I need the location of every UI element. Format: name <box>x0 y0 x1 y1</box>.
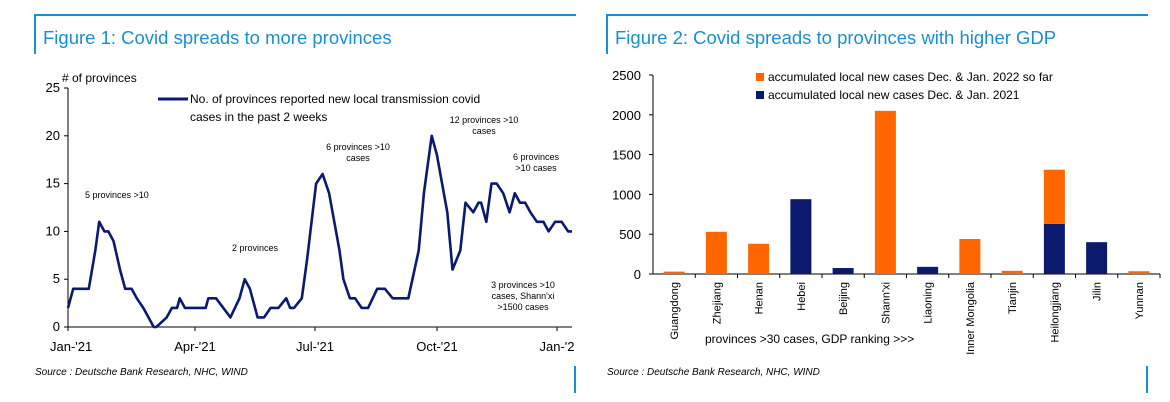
figure-2-category-label: Tianjin <box>1007 282 1019 314</box>
bar-beijing-2021 <box>832 268 854 274</box>
annotation-3-provinces-line-2: cases, Shann'xi <box>492 291 555 301</box>
bar-heilongjiang-2022 <box>1043 169 1065 224</box>
figure-2-y-tick-label: 500 <box>619 227 641 242</box>
annotation-6-provinces-jan-line-2: >10 cases <box>515 163 557 173</box>
figure-2-y-tick-label: 2500 <box>612 68 641 83</box>
figure-2-category-label: Jilin <box>1092 282 1104 301</box>
figure-1-y-axis-label: # of provinces <box>62 71 137 85</box>
figure-2-category-label: Guangdong <box>669 282 681 340</box>
annotation-3-provinces-line-3: >1500 cases <box>497 302 549 312</box>
legend-swatch-2022 <box>756 73 764 81</box>
bar-henan-2022 <box>748 243 770 274</box>
legend-swatch-2021 <box>756 91 764 99</box>
figure-2-left-rule <box>606 14 608 54</box>
bar-jilin-2021 <box>1086 242 1108 274</box>
annotation-6-provinces-jan-line-1: 6 provinces <box>513 152 560 162</box>
figure-1-y-tick-label: 5 <box>53 271 60 286</box>
figure-2-y-tick-label: 1000 <box>612 187 641 202</box>
figure-2-category-label: Inner Mongolia <box>965 281 977 355</box>
bar-tianjin-2022 <box>1001 270 1023 274</box>
figure-2-y-tick-label: 2000 <box>612 108 641 123</box>
bar-zhejiang-2022 <box>705 231 727 274</box>
figure-2-top-rule <box>606 14 1148 16</box>
bar-yunnan-2022 <box>1128 271 1150 274</box>
figure-2-category-label: Liaoning <box>923 282 935 324</box>
figure-1-legend-line-2: cases in the past 2 weeks <box>190 110 327 124</box>
annotation-2-provinces: 2 provinces <box>232 243 279 253</box>
figure-2-panel: Figure 2: Covid spreads to provinces wit… <box>600 0 1170 402</box>
figure-2-title: Figure 2: Covid spreads to provinces wit… <box>615 27 1057 48</box>
figure-1-legend-line-1: No. of provinces reported new local tran… <box>190 92 480 106</box>
figure-1-chart: 0 5 10 15 20 25 Jan-'21 Apr-'21 Jul-'21 Oct-'21 Ja… <box>46 71 575 354</box>
figure-1-left-rule <box>34 14 36 54</box>
figure-2-category-label: Henan <box>754 282 766 314</box>
figure-1-x-tick-label: Jan-'2 <box>539 339 574 354</box>
figure-2-category-label: Hebei <box>796 282 808 311</box>
figure-1-y-tick-label: 0 <box>53 319 60 334</box>
bar-shann-xi-2022 <box>874 110 896 274</box>
annotation-6-provinces-jul-line-1: 6 provinces >10 <box>326 142 390 152</box>
annotation-3-provinces-line-1: 3 provinces >10 <box>491 280 555 290</box>
figure-2-category-label: Heilongjiang <box>1049 282 1061 343</box>
annotation-5-provinces: 5 provinces >10 <box>85 190 149 200</box>
figure-1-panel: Figure 1: Covid spreads to more province… <box>34 14 576 393</box>
bar-guangdong-2022 <box>663 271 685 274</box>
figure-1-series-line <box>66 134 572 329</box>
figure-2-category-label: Beijing <box>838 282 850 315</box>
figure-1-x-tick-label: Apr-'21 <box>174 339 216 354</box>
figure-1-x-tick-label: Oct-'21 <box>416 339 458 354</box>
figure-2-y-tick-label: 1500 <box>612 148 641 163</box>
figure-1-x-tick-label: Jul-'21 <box>296 339 334 354</box>
figure-1-y-tick-label: 15 <box>46 176 60 191</box>
figure-1-y-tick-label: 20 <box>46 128 60 143</box>
figure-1-right-rule <box>574 366 576 393</box>
annotation-12-provinces-line-2: cases <box>472 126 496 136</box>
figure-2-right-rule <box>1146 366 1148 393</box>
figure-2-chart: 0 500 1000 1500 2000 2500 Guangdong Zhejiang He… <box>612 68 1161 355</box>
figure-1-top-rule <box>34 14 576 16</box>
figure-2-y-tick-label: 0 <box>634 267 641 282</box>
annotation-12-provinces-line-1: 12 provinces >10 <box>450 115 519 125</box>
figure-2-category-label: Shann'xi <box>880 282 892 324</box>
bar-heilongjiang-2021 <box>1043 223 1065 274</box>
figure-2-category-label: Yunnan <box>1134 282 1146 319</box>
figure-1-title: Figure 1: Covid spreads to more province… <box>43 27 392 48</box>
figure-1-y-tick-label: 25 <box>46 80 60 95</box>
figure-2-category-label: Zhejiang <box>711 282 723 324</box>
bar-liaoning-2021 <box>917 266 939 274</box>
figure-2-source: Source : Deutsche Bank Research, NHC, WI… <box>607 367 820 378</box>
figure-1-y-tick-label: 10 <box>46 223 60 238</box>
legend-label-2021: accumulated local new cases Dec. & Jan. … <box>768 88 1020 102</box>
figure-1-x-tick-label: Jan-'21 <box>50 339 92 354</box>
figure-2-x-axis-label: provinces >30 cases, GDP ranking >>> <box>705 332 914 346</box>
figure-1-source: Source : Deutsche Bank Research, NHC, WI… <box>35 367 248 378</box>
bar-inner-mongolia-2022 <box>959 238 981 274</box>
annotation-6-provinces-jul-line-2: cases <box>346 153 370 163</box>
bar-hebei-2021 <box>790 199 812 274</box>
legend-label-2022: accumulated local new cases Dec. & Jan. … <box>768 70 1053 84</box>
